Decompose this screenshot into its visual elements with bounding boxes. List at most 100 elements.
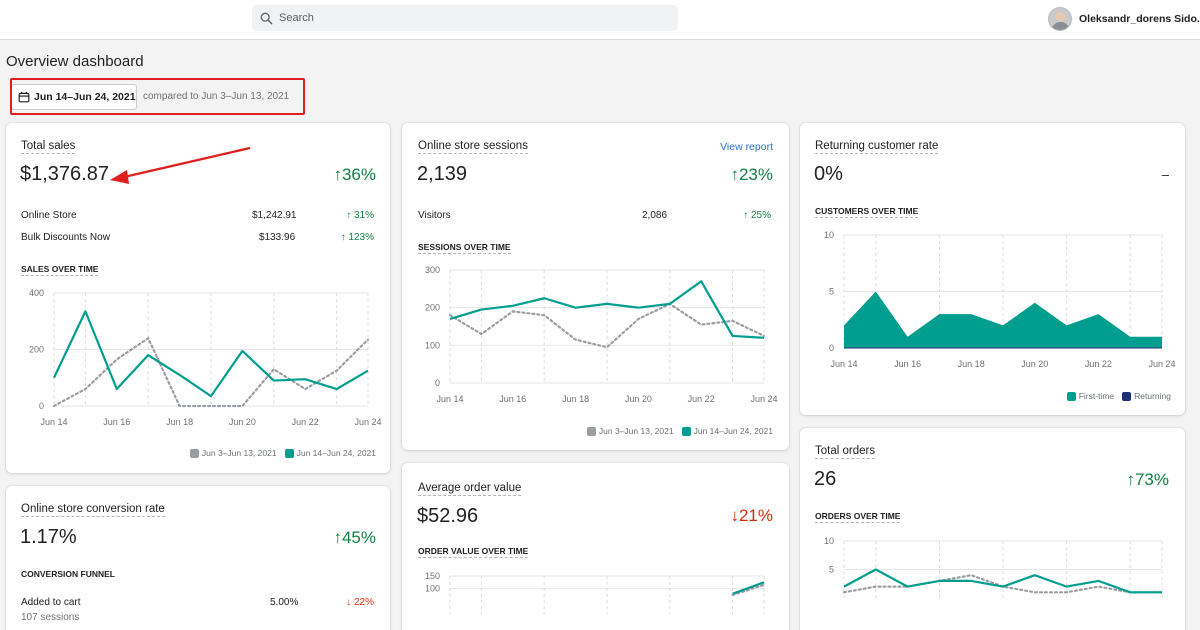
orders-over-time-chart: 5 10 (824, 536, 1164, 598)
breakdown-delta: ↑ 25% (743, 210, 771, 221)
funnel-step-label: Added to cart (21, 597, 81, 608)
total-sales-card: Total sales $1,376.87 ↑36% Online Store … (6, 123, 390, 473)
x-tick-label: Jun 14 (40, 417, 67, 427)
sales-over-time-chart: 0 200 400 Jun 14 Jun 16 Jun 18 Jun 20 Jun 22 Jun… (29, 288, 382, 427)
y-tick-label: 10 (824, 230, 834, 240)
user-menu[interactable]: Oleksandr_dorens Sido... (1048, 7, 1200, 31)
x-tick-label: Jun 16 (499, 394, 526, 404)
card-title[interactable]: Returning customer rate (815, 140, 939, 154)
x-tick-label: Jun 16 (894, 359, 921, 369)
calendar-icon (18, 91, 30, 103)
date-range-label: Jun 14–Jun 24, 2021 (34, 91, 136, 103)
online-store-sessions-card: Online store sessions View report 2,139 … (402, 123, 789, 450)
legend-item: Jun 3–Jun 13, 2021 (201, 448, 277, 458)
orders-value: 26 (814, 468, 837, 490)
legend-item: Jun 14–Jun 24, 2021 (693, 426, 773, 436)
view-report-link[interactable]: View report (720, 141, 773, 153)
total-orders-card: Total orders 26 ↑73% ORDERS OVER TIME 5 1… (800, 428, 1185, 630)
funnel-label: CONVERSION FUNNEL (21, 569, 115, 579)
breakdown-label: Bulk Discounts Now (21, 232, 110, 243)
x-tick-label: Jun 24 (750, 394, 777, 404)
conversion-value: 1.17% (20, 526, 77, 548)
legend-item: Jun 3–Jun 13, 2021 (598, 426, 674, 436)
returning-value: 0% (814, 163, 843, 185)
legend-item: Returning (1134, 391, 1171, 401)
search-bar[interactable] (252, 5, 678, 31)
y-tick-label: 200 (425, 303, 440, 313)
y-tick-label: 150 (425, 571, 440, 581)
sessions-value: 2,139 (417, 163, 468, 185)
conversion-delta: ↑45% (333, 528, 376, 547)
chart-label[interactable]: CUSTOMERS OVER TIME (815, 206, 919, 218)
legend-item: Jun 14–Jun 24, 2021 (296, 448, 376, 458)
returning-customer-rate-card: Returning customer rate 0% – CUSTOMERS O… (800, 123, 1185, 415)
customers-over-time-chart: 0 5 10 Jun 14 Jun 16 Jun 18 Jun 20 Jun 22 Jun 24 (824, 230, 1176, 369)
chart-legend: Jun 3–Jun 13, 2021 Jun 14–Jun 24, 2021 (182, 448, 376, 458)
line-series-previous (448, 302, 766, 349)
y-tick-label: 5 (829, 287, 834, 297)
compare-text: compared to Jun 3–Jun 13, 2021 (143, 91, 290, 102)
y-tick-label: 300 (425, 265, 440, 275)
breakdown-delta: ↑ 123% (340, 232, 374, 243)
card-title[interactable]: Average order value (418, 482, 522, 496)
card-title[interactable]: Total sales (21, 140, 76, 154)
chart-legend: Jun 3–Jun 13, 2021 Jun 14–Jun 24, 2021 (579, 426, 773, 436)
breakdown-value: $133.96 (259, 232, 296, 243)
funnel-step-delta: ↓ 22% (346, 597, 374, 608)
search-icon (260, 12, 273, 24)
x-tick-label: Jun 20 (1021, 359, 1048, 369)
x-tick-label: Jun 24 (1148, 359, 1175, 369)
chart-label[interactable]: SESSIONS OVER TIME (418, 242, 511, 254)
y-tick-label: 0 (39, 401, 44, 411)
aov-value: $52.96 (417, 505, 479, 527)
orders-delta: ↑73% (1126, 470, 1169, 489)
chart-label[interactable]: ORDER VALUE OVER TIME (418, 546, 529, 558)
breakdown-delta: ↑ 31% (346, 210, 374, 221)
chart-legend: First-time Returning (1059, 391, 1171, 401)
sessions-delta: ↑23% (730, 165, 773, 184)
breakdown-label: Visitors (418, 210, 451, 221)
y-tick-label: 100 (425, 584, 440, 594)
card-title[interactable]: Online store sessions (418, 140, 528, 154)
chart-label[interactable]: SALES OVER TIME (21, 264, 99, 276)
x-tick-label: Jun 18 (562, 394, 589, 404)
y-tick-label: 200 (29, 345, 44, 355)
y-tick-label: 10 (824, 536, 834, 546)
average-order-value-card: Average order value $52.96 ↓21% ORDER VA… (402, 463, 789, 630)
line-series-current (732, 581, 765, 595)
returning-delta: – (1161, 167, 1169, 182)
search-input[interactable] (279, 12, 659, 24)
y-tick-label: 5 (829, 565, 834, 575)
funnel-step-sessions: 107 sessions (21, 612, 80, 623)
conversion-rate-card: Online store conversion rate 1.17% ↑45% … (6, 486, 390, 630)
y-tick-label: 0 (829, 343, 834, 353)
card-title[interactable]: Online store conversion rate (21, 503, 165, 517)
x-tick-label: Jun 14 (436, 394, 463, 404)
line-series-current (449, 280, 765, 339)
breakdown-label: Online Store (21, 210, 77, 221)
chart-label[interactable]: ORDERS OVER TIME (815, 511, 901, 523)
total-sales-delta: ↑36% (333, 165, 376, 184)
x-tick-label: Jun 22 (1085, 359, 1112, 369)
x-tick-label: Jun 22 (688, 394, 715, 404)
x-tick-label: Jun 18 (958, 359, 985, 369)
funnel-step-value: 5.00% (270, 597, 299, 608)
line-series-current (53, 310, 369, 398)
line-series-previous (731, 583, 766, 597)
y-tick-label: 0 (435, 378, 440, 388)
legend-item: First-time (1078, 391, 1115, 401)
x-tick-label: Jun 14 (830, 359, 857, 369)
x-tick-label: Jun 18 (166, 417, 193, 427)
date-range-button[interactable]: Jun 14–Jun 24, 2021 (11, 84, 137, 110)
y-tick-label: 400 (29, 288, 44, 298)
avatar[interactable] (1048, 7, 1072, 31)
x-tick-label: Jun 16 (103, 417, 130, 427)
card-title[interactable]: Total orders (815, 445, 876, 459)
x-tick-label: Jun 22 (292, 417, 319, 427)
x-tick-label: Jun 24 (354, 417, 381, 427)
area-series-first-time (844, 291, 1162, 348)
sessions-over-time-chart: 0 100 200 300 Jun 14 Jun 16 Jun 18 Jun 20 Jun 22… (425, 265, 778, 404)
breakdown-value: 2,086 (642, 210, 668, 221)
user-name[interactable]: Oleksandr_dorens Sido... (1079, 13, 1200, 25)
